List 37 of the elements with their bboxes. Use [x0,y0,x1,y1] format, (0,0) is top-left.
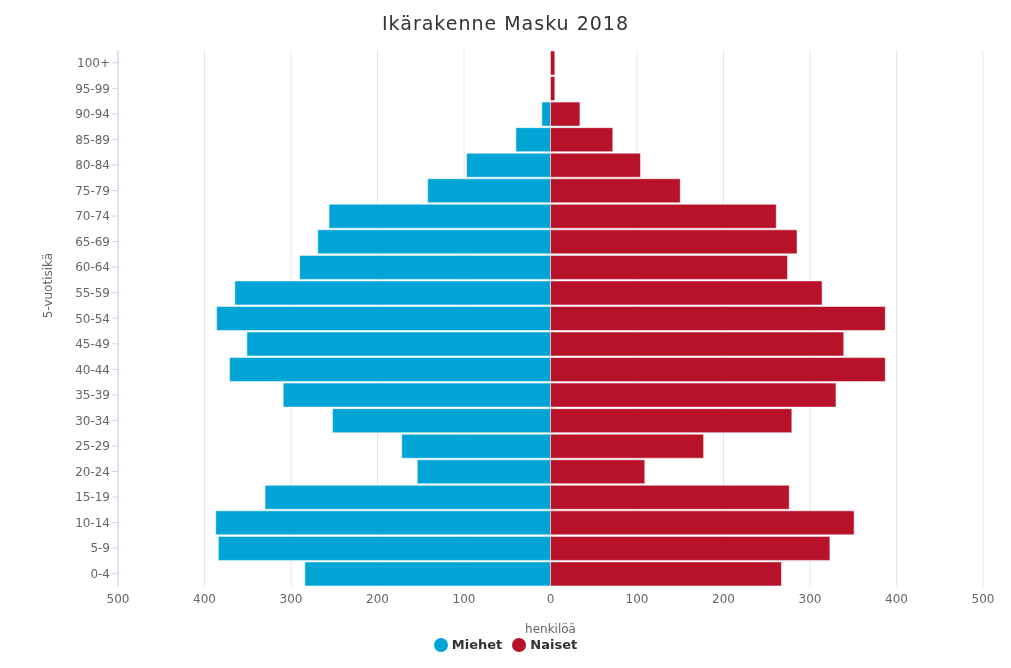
x-tick-label: 500 [106,592,130,607]
y-tick-label: 5-9 [90,541,110,556]
y-tick-label: 65-69 [75,234,110,249]
x-tick-label: 100 [452,592,476,607]
x-tick-label: 0 [546,592,555,607]
y-tick-label: 40-44 [75,362,110,377]
y-tick-label: 10-14 [75,515,110,530]
x-tick-label: 400 [193,592,216,607]
legend-label: Naiset [530,636,578,652]
y-tick-label: 55-59 [75,285,110,300]
x-tick-label: 400 [885,592,908,607]
chart-title: Ikärakenne Masku 2018 [381,11,630,36]
y-tick-label: 75-79 [75,183,110,198]
y-tick-label: 20-24 [75,464,110,479]
y-tick-label: 60-64 [75,260,110,275]
x-tick-label: 200 [712,592,735,607]
x-axis-title: henkilöä [525,621,576,636]
legend-label: Miehet [451,636,503,652]
y-tick-label: 35-39 [75,388,110,403]
y-tick-label: 30-34 [75,413,110,428]
y-axis-title: 5-vuotisikä [41,252,56,319]
y-tick-label: 25-29 [75,439,110,454]
x-tick-label: 500 [971,592,995,607]
x-tick-label: 300 [798,592,822,607]
y-tick-label: 0-4 [90,566,110,581]
y-tick-label: 80-84 [75,158,110,173]
y-tick-label: 90-94 [75,107,110,122]
x-tick-label: 200 [366,592,389,607]
y-tick-label: 95-99 [75,81,110,96]
y-tick-label: 70-74 [75,209,110,224]
y-tick-label: 45-49 [75,337,110,352]
x-tick-label: 300 [279,592,303,607]
y-tick-label: 15-19 [75,490,110,505]
y-tick-label: 85-89 [75,132,110,147]
y-tick-label: 50-54 [75,311,110,326]
y-tick-label: 100+ [77,56,110,71]
x-tick-label: 100 [625,592,649,607]
